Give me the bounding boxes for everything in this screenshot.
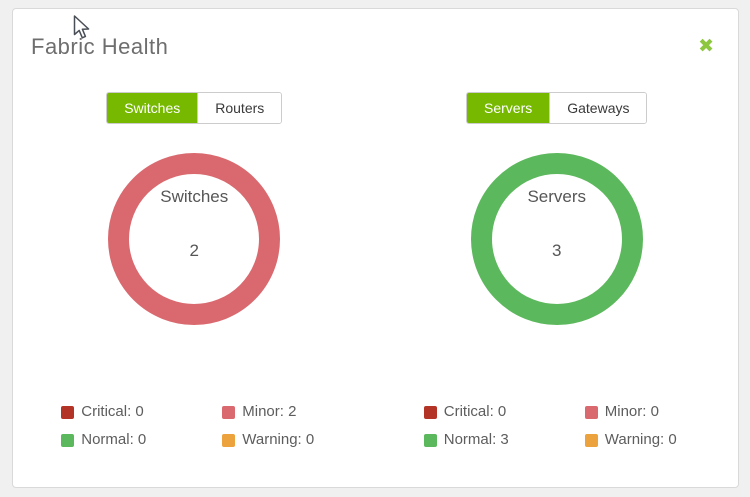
critical-swatch — [61, 405, 75, 419]
donut-svg — [470, 153, 643, 325]
legend-item-minor: Minor: 0 — [584, 402, 690, 422]
legend-item-warning: Warning: 0 — [584, 430, 690, 450]
minor-swatch — [222, 405, 236, 419]
donut-center-value: 3 — [552, 241, 562, 260]
donut-center-label: Servers — [527, 187, 587, 206]
servers-donut-ring[interactable] — [470, 153, 643, 325]
fabric-health-dialog: Fabric Health ✖ Switches Routers Switche… — [12, 8, 739, 488]
donut-center-value: 2 — [189, 241, 199, 260]
legend-label: Normal: 3 — [443, 431, 509, 448]
legend-item-warning: Warning: 0 — [222, 430, 327, 450]
legend-item-normal: Normal: 3 — [423, 430, 519, 450]
dialog-title: Fabric Health — [31, 34, 169, 59]
legend-item-critical: Critical: 0 — [61, 402, 156, 422]
toggle-servers[interactable]: Servers — [467, 93, 550, 123]
legend-label: Minor: 2 — [242, 403, 297, 420]
legend-label: Critical: 0 — [443, 403, 507, 420]
panels-row: Switches Routers Switches 2 Critical: 0 … — [13, 92, 738, 450]
switches-legend: Critical: 0 Minor: 2 Normal: 0 Warning: … — [61, 402, 327, 450]
servers-panel: Servers Gateways Servers 3 Critical: 0 M… — [376, 92, 739, 450]
warning-swatch — [584, 433, 598, 447]
donut-svg — [108, 153, 281, 325]
legend-label: Minor: 0 — [604, 403, 659, 420]
legend-item-minor: Minor: 2 — [222, 402, 327, 422]
switches-donut-ring[interactable] — [108, 153, 281, 325]
minor-swatch — [584, 405, 598, 419]
normal-swatch — [61, 433, 75, 447]
legend-item-critical: Critical: 0 — [423, 402, 519, 422]
close-icon[interactable]: ✖ — [698, 36, 714, 57]
toggle-routers[interactable]: Routers — [197, 93, 282, 123]
servers-legend: Critical: 0 Minor: 0 Normal: 3 Warning: … — [423, 402, 690, 450]
legend-label: Warning: 0 — [604, 431, 677, 448]
toggle-gateways[interactable]: Gateways — [549, 93, 647, 123]
donut-center-label: Switches — [160, 187, 229, 206]
toggle-switches[interactable]: Switches — [107, 93, 198, 123]
legend-label: Normal: 0 — [81, 431, 147, 448]
warning-swatch — [222, 433, 236, 447]
legend-label: Warning: 0 — [242, 431, 315, 448]
servers-donut-chart: Servers 3 — [462, 144, 652, 334]
dialog-header: Fabric Health ✖ — [13, 9, 738, 59]
legend-label: Critical: 0 — [81, 403, 144, 420]
switches-panel: Switches Routers Switches 2 Critical: 0 … — [13, 92, 376, 450]
switches-routers-toggle: Switches Routers — [106, 92, 283, 124]
normal-swatch — [423, 433, 437, 447]
critical-swatch — [423, 405, 437, 419]
legend-item-normal: Normal: 0 — [61, 430, 156, 450]
servers-gateways-toggle: Servers Gateways — [466, 92, 648, 124]
switches-donut-chart: Switches 2 — [99, 144, 289, 334]
